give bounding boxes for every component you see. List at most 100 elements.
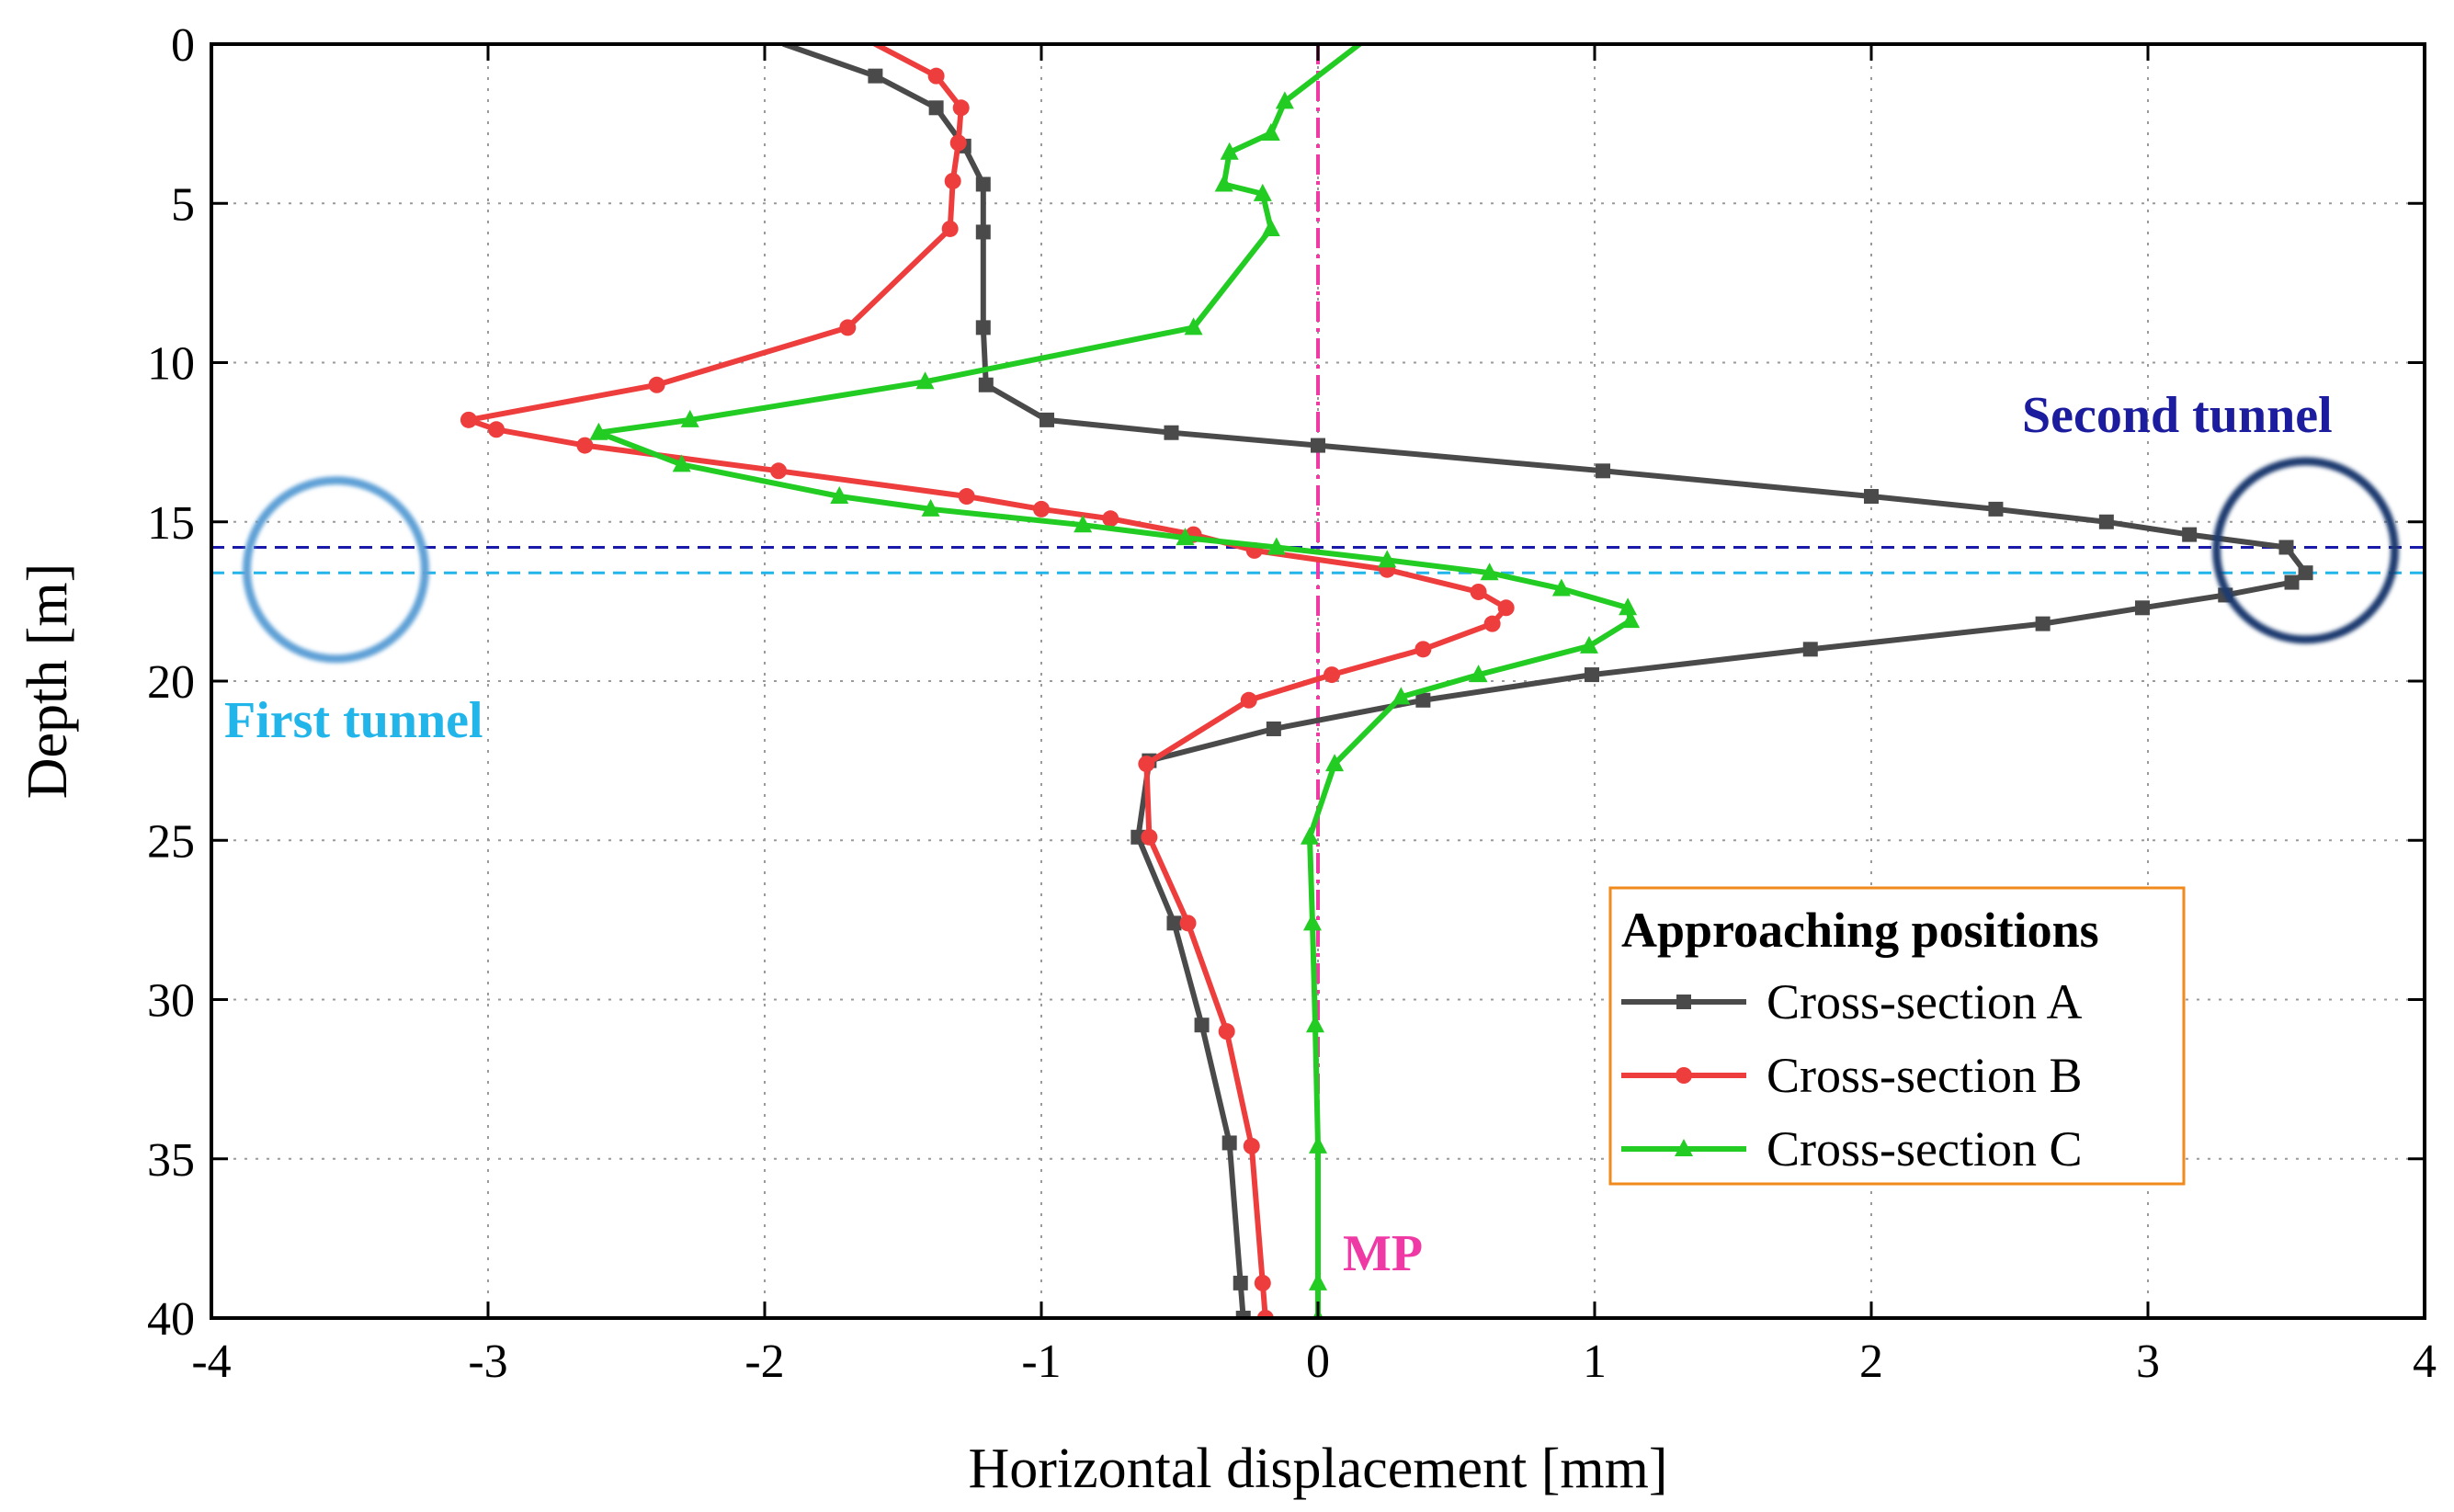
data-point [1302,913,1322,931]
data-point [2284,574,2300,590]
legend-marker [1676,1067,1692,1084]
data-point [1378,550,1397,568]
data-point [648,376,665,393]
data-point [2035,616,2051,631]
data-point [975,320,991,335]
legend: Approaching positions Cross-section ACro… [1608,886,2186,1186]
data-point [1621,610,1641,629]
data-point [1309,1135,1327,1154]
data-point [978,377,994,392]
data-point [1802,642,1818,657]
data-point [770,462,788,480]
data-point [672,454,691,472]
y-tick-label: 5 [171,178,195,231]
x-tick-label: 2 [1859,1336,1883,1388]
data-point [1218,1023,1235,1040]
data-point [1266,721,1281,736]
x-axis-title: Horizontal displacement [mm] [969,1438,1668,1500]
data-point [1619,597,1638,616]
data-point [928,100,944,116]
legend-label: Cross-section C [1767,1121,2083,1177]
legend-item: Cross-section A [1621,974,2083,1029]
legend-marker [1676,995,1691,1009]
data-point [1267,537,1286,555]
data-point [1579,635,1598,654]
legend-label: Cross-section B [1767,1048,2083,1103]
data-point [1324,666,1341,684]
y-tick-label: 0 [171,19,195,72]
series-group [460,44,2313,1318]
data-point [1194,1017,1210,1033]
data-point [2278,540,2294,555]
data-point [488,421,506,438]
data-point [944,172,961,189]
data-point [1275,91,1294,109]
series-c [589,44,1641,1318]
y-tick-label: 30 [147,975,195,1028]
data-point [1214,174,1233,192]
data-point [576,437,594,454]
data-point [1243,1137,1260,1154]
data-point [1138,756,1155,773]
x-tick-label: -3 [468,1336,507,1388]
data-point [680,409,699,427]
legend-item: Cross-section C [1621,1121,2083,1177]
data-point [1176,528,1195,546]
y-axis-title: Depth [m] [17,563,79,800]
data-point [1988,501,2004,517]
data-point [1253,183,1272,201]
first-tunnel-circle [242,476,429,664]
data-point [1480,563,1499,581]
data-point [1414,641,1432,658]
data-point [1164,425,1179,440]
data-point [460,411,477,428]
data-point [975,176,991,192]
data-point [1220,142,1239,160]
data-point [1392,687,1411,705]
data-point [1254,1274,1271,1291]
data-point [1221,1135,1237,1151]
data-point [941,220,959,237]
data-point [1470,583,1487,600]
data-point [1305,1015,1324,1033]
x-tick-label: 3 [2136,1336,2160,1388]
y-tick-label: 15 [147,497,195,550]
data-point [1261,123,1280,142]
data-point [1040,412,1055,427]
second-tunnel-label: Second tunnel [2022,387,2333,444]
data-point [2182,527,2198,542]
data-point [1261,218,1280,236]
data-point [958,488,975,506]
second-tunnel-circle [2212,457,2400,644]
y-tick-label: 25 [147,815,195,868]
data-point [1325,754,1345,772]
data-point [1033,500,1050,517]
data-point [949,134,967,152]
x-tick-label: 1 [1583,1336,1607,1388]
data-point [952,99,970,117]
x-tick-label: -1 [1021,1336,1061,1388]
x-tick-label: 0 [1306,1336,1330,1388]
x-tick-label: 4 [2413,1336,2437,1388]
series-a [781,44,2313,1318]
data-point [1584,667,1599,683]
data-point [1497,599,1515,617]
y-tick-label: 10 [147,338,195,391]
data-point [830,486,849,505]
data-point [1415,692,1431,708]
data-point [921,498,940,517]
data-point [2298,565,2313,581]
y-tick-label: 40 [147,1293,195,1346]
legend-item: Cross-section B [1621,1048,2083,1103]
x-tick-label: -4 [191,1336,231,1388]
data-point [1300,826,1319,845]
data-point [839,319,857,336]
data-point [2134,600,2150,616]
data-point [1179,915,1197,932]
y-tick-label: 20 [147,656,195,709]
data-point [1233,1275,1248,1290]
data-point [868,68,883,84]
data-point [1235,1311,1251,1318]
data-point [927,67,945,85]
